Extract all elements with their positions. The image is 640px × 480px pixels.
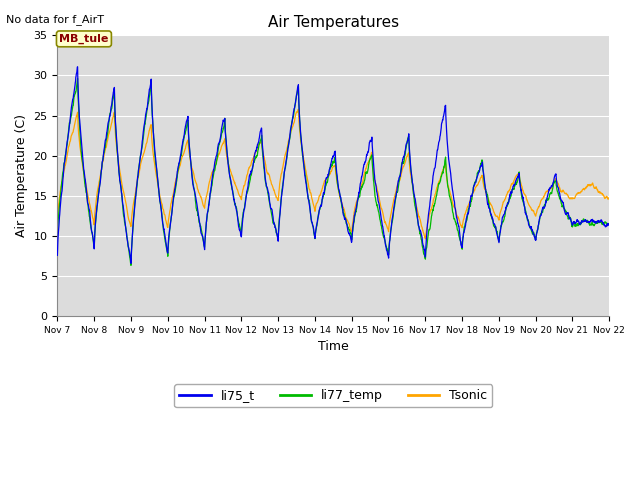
Line: li75_t: li75_t: [58, 67, 609, 264]
Text: MB_tule: MB_tule: [60, 34, 109, 44]
li75_t: [605, 222, 613, 228]
li75_t: [349, 219, 357, 225]
Text: No data for f_AirT: No data for f_AirT: [6, 14, 104, 25]
Line: Tsonic: Tsonic: [58, 109, 609, 239]
li77_temp: [74, 76, 81, 82]
li77_temp: [557, 199, 564, 204]
Tsonic: [572, 192, 580, 198]
li77_temp: [208, 183, 216, 189]
li75_t: [572, 219, 580, 225]
Tsonic: [557, 189, 564, 194]
Y-axis label: Air Temperature (C): Air Temperature (C): [15, 114, 28, 237]
li75_t: [208, 179, 216, 184]
li75_t: [127, 261, 135, 266]
Tsonic: [349, 216, 357, 222]
li77_temp: [605, 221, 613, 227]
li75_t: [54, 252, 61, 258]
Line: li77_temp: li77_temp: [58, 79, 609, 265]
li75_t: [494, 236, 502, 241]
Tsonic: [362, 168, 369, 173]
Tsonic: [605, 195, 613, 201]
Tsonic: [207, 173, 215, 179]
li77_temp: [572, 223, 580, 228]
Tsonic: [54, 217, 61, 223]
Legend: li75_t, li77_temp, Tsonic: li75_t, li77_temp, Tsonic: [174, 384, 492, 407]
li75_t: [557, 196, 564, 202]
li77_temp: [349, 221, 357, 227]
X-axis label: Time: Time: [318, 340, 349, 353]
Tsonic: [494, 215, 502, 220]
li77_temp: [54, 234, 61, 240]
Tsonic: [422, 236, 429, 241]
Title: Air Temperatures: Air Temperatures: [268, 15, 399, 30]
Tsonic: [294, 106, 302, 112]
li75_t: [362, 158, 369, 164]
li77_temp: [494, 234, 502, 240]
li77_temp: [127, 263, 135, 268]
li75_t: [74, 64, 81, 70]
li77_temp: [362, 171, 369, 177]
